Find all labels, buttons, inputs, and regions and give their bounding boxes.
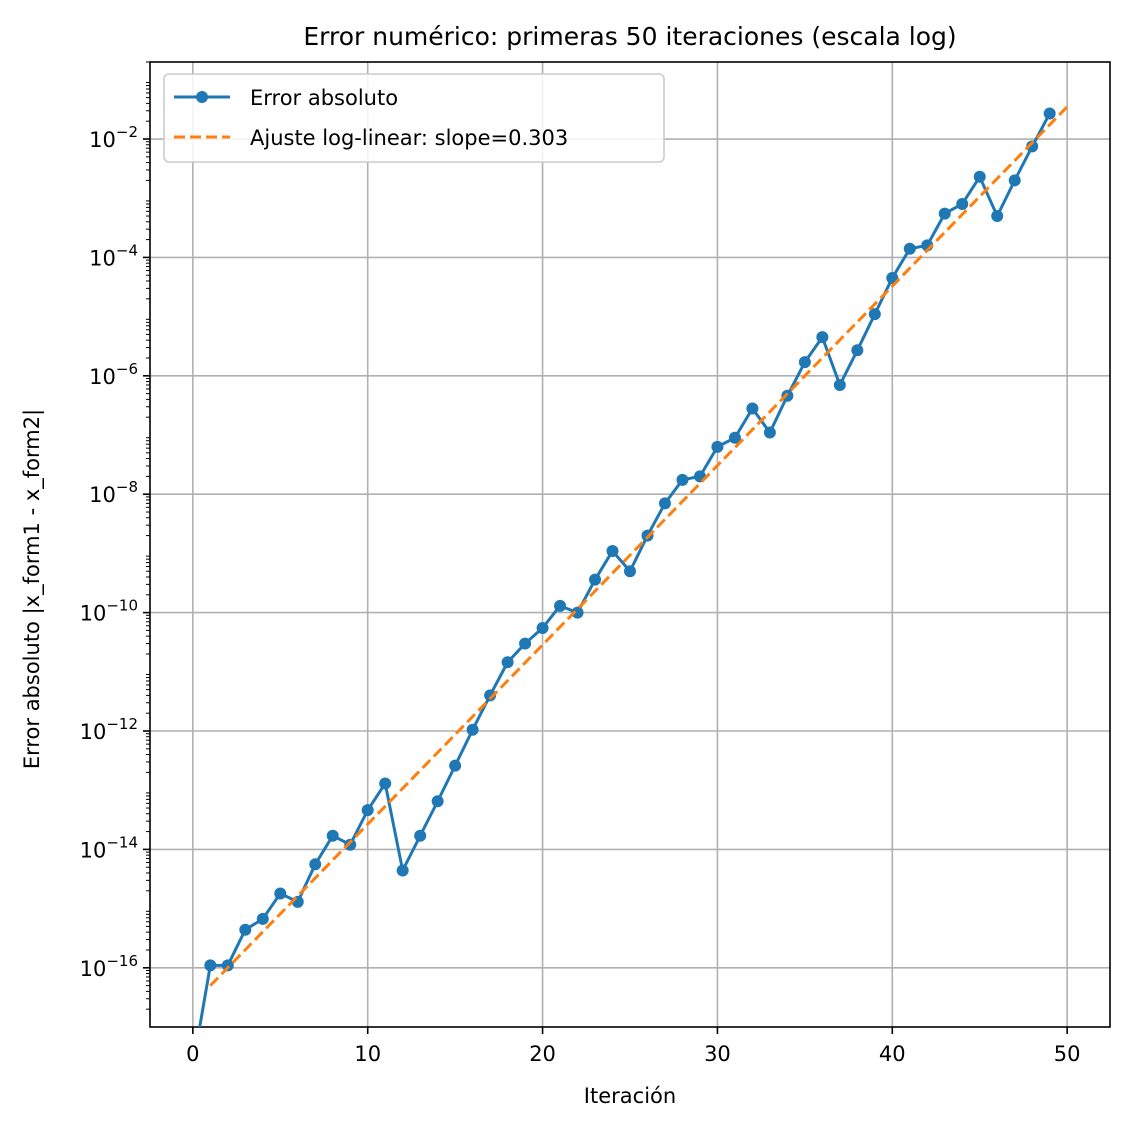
legend: Error absoluto Ajuste log-linear: slope=0… [163, 73, 665, 163]
data-point [554, 599, 567, 612]
axes-border [149, 61, 1111, 1028]
y-tick-label: 10−4 [89, 241, 138, 270]
plot-area [198, 105, 1069, 1027]
data-point [903, 242, 916, 255]
data-point [274, 887, 287, 900]
data-point [816, 331, 829, 344]
data-point [1043, 107, 1056, 120]
data-point [536, 621, 549, 634]
data-point [658, 497, 671, 510]
legend-box [163, 73, 665, 163]
data-point [798, 356, 811, 369]
axes-frame [149, 61, 1111, 1028]
data-point [589, 573, 602, 586]
data-point [956, 197, 969, 210]
data-point [763, 426, 776, 439]
data-point [221, 959, 234, 972]
x-ticks: 0 10 20 30 40 50 [186, 1027, 1081, 1066]
data-point [571, 606, 584, 619]
x-axis-label: Iteración [584, 1084, 676, 1108]
data-point [1008, 174, 1021, 187]
y-tick-label: 10−2 [89, 123, 138, 152]
x-tick-label: 40 [879, 1042, 906, 1066]
data-point [501, 656, 514, 669]
x-tick-label: 10 [354, 1042, 381, 1066]
data-point [361, 804, 374, 817]
data-point [991, 210, 1004, 223]
data-point [344, 838, 357, 851]
data-point [851, 344, 864, 357]
data-point [239, 923, 252, 936]
data-point [396, 864, 409, 877]
data-point [204, 959, 217, 972]
y-tick-label: 10−10 [80, 597, 138, 626]
legend-label: Ajuste log-linear: slope=0.303 [250, 126, 568, 150]
chart-title: Error numérico: primeras 50 iteraciones … [303, 22, 956, 51]
y-tick-label: 10−12 [80, 715, 138, 744]
y-tick-label: 10−16 [80, 952, 138, 981]
x-tick-label: 30 [704, 1042, 731, 1066]
data-point [466, 723, 479, 736]
data-point [431, 795, 444, 808]
data-point [379, 777, 392, 790]
data-point [1026, 140, 1039, 153]
y-tick-label: 10−6 [89, 360, 138, 389]
data-point [326, 829, 339, 842]
data-point [256, 912, 269, 925]
x-tick-label: 50 [1054, 1042, 1081, 1066]
data-point [624, 565, 636, 578]
data-point [449, 759, 462, 772]
data-point [868, 308, 881, 321]
data-point [606, 544, 619, 557]
legend-label: Error absoluto [250, 86, 398, 110]
y-tick-label: 10−14 [80, 833, 138, 862]
data-point [938, 207, 951, 220]
data-point [973, 170, 986, 183]
data-point [728, 431, 741, 444]
legend-marker [196, 91, 208, 103]
y-tick-label: 10−8 [89, 478, 138, 507]
data-point [484, 689, 497, 702]
data-point [676, 473, 689, 486]
y-ticks: 10−16 10−14 10−12 10−10 10−8 10−6 10−4 10−2 [80, 61, 150, 1010]
x-tick-label: 20 [529, 1042, 556, 1066]
x-tick-label: 0 [186, 1042, 199, 1066]
y-axis-label: Error absoluto |x_form1 - x_form2| [20, 409, 45, 769]
data-point [746, 402, 759, 415]
data-point [519, 637, 532, 650]
data-point [833, 378, 846, 391]
data-point [414, 829, 427, 842]
series-line-2 [209, 105, 1069, 987]
data-point [309, 858, 322, 871]
data-point [711, 440, 724, 453]
